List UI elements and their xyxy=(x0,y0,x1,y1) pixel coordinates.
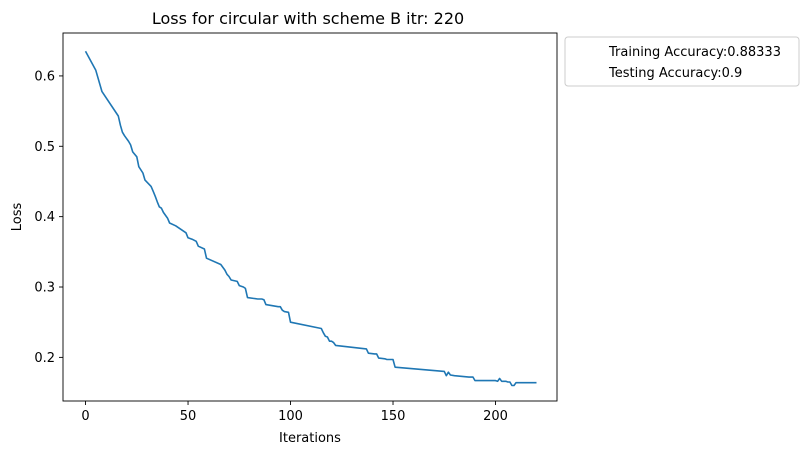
legend: Training Accuracy:0.88333 Testing Accura… xyxy=(564,36,800,87)
legend-box xyxy=(564,36,800,87)
loss-series-line xyxy=(84,50,537,387)
y-axis-label: Loss xyxy=(10,203,25,232)
x-tick-label: 200 xyxy=(483,409,508,424)
y-tick-label: 0.6 xyxy=(34,69,55,84)
x-tick-label: 0 xyxy=(81,409,89,424)
legend-entry-testing: Testing Accuracy:0.9 xyxy=(608,66,742,81)
x-tick-label: 50 xyxy=(180,409,197,424)
chart-title: Loss for circular with scheme B itr: 220 xyxy=(152,9,464,28)
y-tick-label: 0.2 xyxy=(34,351,55,366)
x-axis-ticks: 0 50 100 150 200 xyxy=(81,401,508,424)
y-tick-label: 0.3 xyxy=(34,281,55,296)
legend-entry-training: Training Accuracy:0.88333 xyxy=(608,45,781,60)
plot-area xyxy=(62,32,558,402)
x-tick-label: 150 xyxy=(381,409,406,424)
y-tick-label: 0.5 xyxy=(34,140,55,155)
y-axis-ticks: 0.2 0.3 0.4 0.5 0.6 xyxy=(34,69,63,366)
y-tick-label: 0.4 xyxy=(34,210,55,225)
x-axis-label: Iterations xyxy=(279,431,341,446)
plot-frame xyxy=(62,32,558,402)
x-tick-label: 100 xyxy=(278,409,303,424)
